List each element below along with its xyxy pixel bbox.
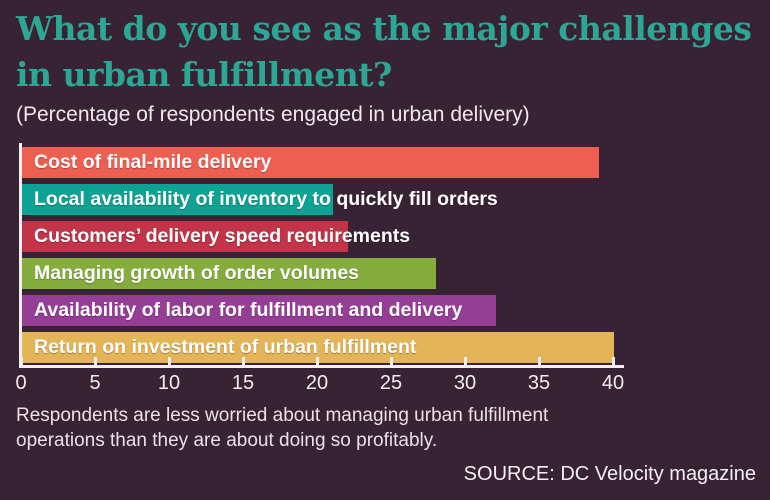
- axis-tick: [316, 357, 319, 365]
- source-credit: SOURCE: DC Velocity magazine: [463, 463, 756, 485]
- axis-tick-label: 25: [379, 372, 403, 394]
- axis-tick: [390, 357, 393, 365]
- bar-row: Customers’ delivery speed requirements: [22, 221, 662, 252]
- page-title-line1: What do you see as the major challenges: [16, 9, 752, 48]
- bar-label: Cost of final-mile delivery: [34, 151, 272, 173]
- axis-tick: [168, 357, 171, 365]
- bars: Cost of final-mile delivery Local availab…: [22, 147, 662, 367]
- axis-tick-label: 0: [15, 372, 27, 394]
- bar-label: Availability of labor for fulfillment an…: [34, 299, 463, 321]
- axis-tick: [242, 357, 245, 365]
- axis-tick: [464, 357, 467, 365]
- page-title: What do you see as the major challenges …: [16, 6, 764, 97]
- bar-row: Managing growth of order volumes: [22, 258, 662, 289]
- bar: [22, 295, 496, 326]
- bar: [22, 221, 348, 252]
- axis-tick-label: 15: [231, 372, 255, 394]
- bar-label: Managing growth of order volumes: [34, 262, 360, 284]
- axis-tick-label: 30: [453, 372, 477, 394]
- axis-tick-label: 40: [601, 372, 625, 394]
- chart-subtitle: (Percentage of respondents engaged in ur…: [16, 103, 530, 126]
- bar-label: Customers’ delivery speed requirements: [34, 225, 411, 247]
- axis-tick: [94, 357, 97, 365]
- bar-row: Cost of final-mile delivery: [22, 147, 662, 178]
- page-title-line2: in urban fulfillment?: [16, 54, 392, 94]
- axis-tick-label: 20: [305, 372, 329, 394]
- bar-row: Local availability of inventory to quick…: [22, 184, 662, 215]
- axis-tick-label: 35: [527, 372, 551, 394]
- axis-tick-label: 10: [157, 372, 181, 394]
- bar: [22, 147, 599, 178]
- axis-tick: [20, 357, 23, 365]
- bar: [22, 184, 333, 215]
- x-axis-line: [19, 365, 624, 368]
- bar: [22, 258, 436, 289]
- footnote: Respondents are less worried about manag…: [16, 405, 549, 452]
- axis-tick-label: 5: [89, 372, 101, 394]
- bar-row: Availability of labor for fulfillment an…: [22, 295, 662, 326]
- axis-tick: [612, 357, 615, 365]
- y-axis-line: [19, 143, 22, 368]
- axis-tick: [538, 357, 541, 365]
- bar-label: Return on investment of urban fulfillmen…: [34, 336, 417, 358]
- bar-label: Local availability of inventory to quick…: [34, 188, 498, 210]
- bar-row: Return on investment of urban fulfillmen…: [22, 332, 662, 363]
